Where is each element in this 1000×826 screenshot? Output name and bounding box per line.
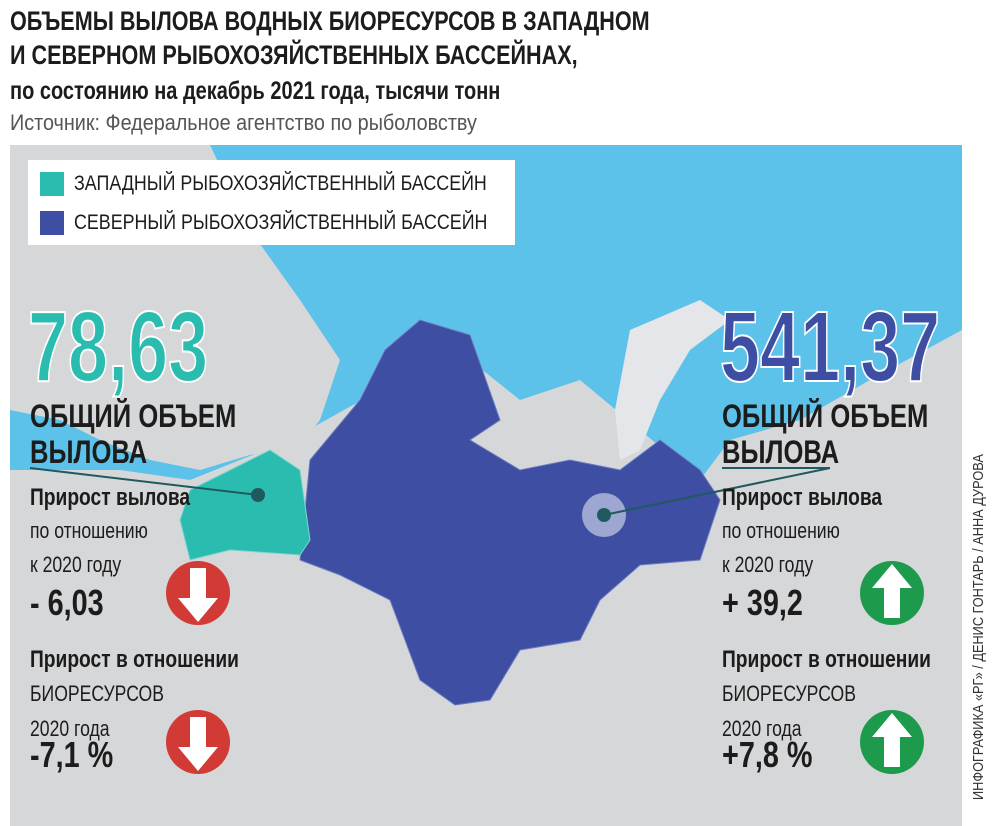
title: И СЕВЕРНОМ РЫБОХОЗЯЙСТВЕННЫХ БАССЕЙНАХ,	[10, 40, 578, 70]
down-arrow	[166, 561, 230, 625]
resource-growth-label: БИОРЕСУРСОВ	[722, 681, 856, 706]
legend-label: ЗАПАДНЫЙ РЫБОХОЗЯЙСТВЕННЫЙ БАССЕЙН	[74, 172, 487, 195]
total-value: 78,63	[27, 290, 209, 404]
leader-line	[603, 467, 831, 516]
down-arrow	[166, 710, 230, 774]
catch-growth-label: к 2020 году	[722, 552, 814, 577]
resource-growth-label: 2020 года	[30, 716, 110, 741]
resource-growth-label: 2020 года	[722, 716, 802, 741]
resource-growth-label: БИОРЕСУРСОВ	[30, 681, 164, 706]
catch-growth-label: к 2020 году	[30, 552, 122, 577]
novaya-zemlya	[615, 300, 730, 460]
legend-label: СЕВЕРНЫЙ РЫБОХОЗЯЙСТВЕННЫЙ БАССЕЙН	[74, 211, 488, 234]
title: ОБЪЕМЫ ВЫЛОВА ВОДНЫХ БИОРЕСУРСОВ В ЗАПАД…	[10, 6, 650, 36]
subtitle: по состоянию на декабрь 2021 года, тысяч…	[10, 77, 501, 105]
catch-growth-label: по отношению	[722, 518, 840, 543]
legend-box	[28, 160, 515, 245]
point	[597, 508, 611, 522]
up-arrow	[860, 561, 924, 625]
west-basin	[179, 449, 311, 561]
resource-growth: +7,8 %	[722, 734, 813, 775]
catch-growth: - 6,03	[30, 582, 104, 623]
catch-growth-label: Прирост вылова	[30, 484, 191, 511]
resource-growth: -7,1 %	[30, 734, 114, 775]
point	[251, 488, 265, 502]
total-label: ВЫЛОВА	[30, 434, 148, 470]
credit: ИНФОГРАФИКА «РГ» / ДЕНИС ГОНТАРЬ / АННА …	[970, 454, 987, 800]
total-label: ОБЩИЙ ОБЪЕМ	[722, 398, 929, 434]
catch-growth-label: по отношению	[30, 518, 148, 543]
legend-swatch	[40, 172, 64, 196]
catch-growth: + 39,2	[722, 582, 803, 623]
total-value: 541,37	[719, 290, 941, 404]
legend-swatch	[40, 211, 64, 235]
leader-line	[29, 467, 259, 496]
source: Источник: Федеральное агентство по рыбол…	[10, 110, 477, 135]
total-label: ОБЩИЙ ОБЪЕМ	[30, 398, 237, 434]
total-label: ВЫЛОВА	[722, 434, 840, 470]
catch-growth-label: Прирост вылова	[722, 484, 883, 511]
north-basin	[299, 319, 721, 706]
resource-growth-label: Прирост в отношении	[722, 646, 931, 673]
resource-growth-label: Прирост в отношении	[30, 646, 239, 673]
up-arrow	[860, 710, 924, 774]
